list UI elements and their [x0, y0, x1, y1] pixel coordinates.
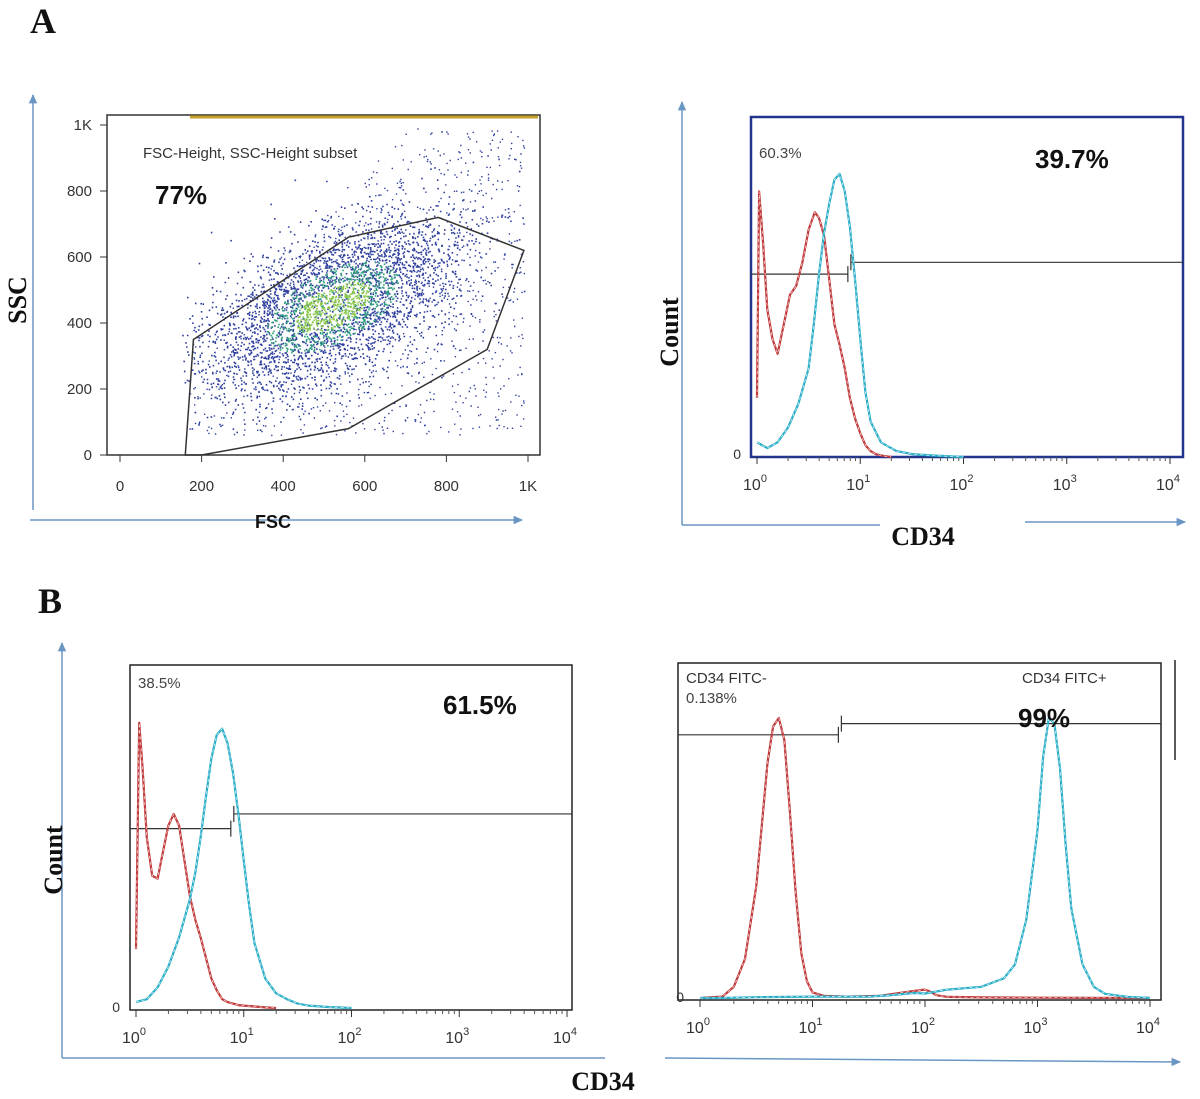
x-tick-label: 103 [1024, 1016, 1048, 1037]
x-tick-label: 104 [1156, 473, 1180, 494]
y-tick-label: 1K [74, 117, 92, 134]
x-tick-label: 101 [230, 1026, 254, 1047]
x-tick-label: 1K [519, 478, 537, 495]
gate-negative-percent: 60.3% [759, 145, 802, 162]
x-tick-label: 800 [434, 478, 459, 495]
x-axis-label: FSC [255, 512, 291, 532]
x-axis-label: CD34 [891, 522, 955, 551]
gate-negative-percent: 0.138% [686, 690, 737, 707]
y-tick-label: 400 [67, 315, 92, 332]
x-tick-label: 101 [799, 1016, 823, 1037]
gate-positive-percent: 99% [1018, 703, 1070, 733]
gate-percent: 77% [155, 180, 207, 210]
x-tick-label: 200 [189, 478, 214, 495]
y-tick-label: 800 [67, 183, 92, 200]
x-tick-label: 102 [338, 1026, 362, 1047]
gate-positive-percent: 39.7% [1035, 144, 1109, 174]
x-tick-label: 103 [445, 1026, 469, 1047]
y-axis-label: Count [655, 297, 684, 367]
histogram-b-cd34-right: 100 101 102 103 104 0 CD34 FITC- 0.138% CD34 … [664, 660, 1182, 1067]
series-highlight-cd34 [700, 717, 1151, 999]
series-line-control [699, 716, 1151, 1000]
x-tick-label: 104 [553, 1026, 577, 1047]
series-highlight-control [699, 717, 1151, 999]
series-line-cd34 [135, 727, 352, 1010]
x-tick-label: 100 [122, 1026, 146, 1047]
series-highlight-cd34 [756, 173, 964, 458]
plot-frame [106, 114, 541, 456]
x-tick-label: 400 [271, 478, 296, 495]
x-tick-label: 104 [1136, 1016, 1160, 1037]
histogram-b-cd34-left: 100 101 102 103 104 0 38.5% 61.5% Count [39, 641, 605, 1059]
x-axis-arrow-right [664, 1057, 1182, 1067]
y-tick-label: 0 [84, 447, 92, 464]
gate-negative-name: CD34 FITC- [686, 670, 767, 687]
x-tick-label: 600 [352, 478, 377, 495]
panel-label-a: A [30, 1, 56, 41]
y-axis-label: Count [39, 825, 68, 895]
scatter-points-high-density [296, 281, 370, 333]
y-tick-label: 600 [67, 249, 92, 266]
series-highlight-control [135, 722, 277, 1009]
x-tick-label: 102 [950, 473, 974, 494]
x-tick-label: 101 [846, 473, 870, 494]
subset-title: FSC-Height, SSC-Height subset [143, 145, 358, 162]
y-tick-label: 0 [676, 989, 684, 1005]
x-tick-label: 100 [686, 1016, 710, 1037]
series-line-cd34 [756, 172, 964, 459]
series-line-control [134, 721, 277, 1010]
x-tick-label: 102 [911, 1016, 935, 1037]
x-tick-label: 0 [116, 478, 124, 495]
panel-b-x-axis-label: CD34 [571, 1067, 635, 1096]
x-tick-label: 103 [1053, 473, 1077, 494]
y-tick-label: 0 [733, 446, 741, 462]
scatter-fsc-ssc: 0 200 400 600 800 1K 0 200 400 600 800 1K FSC-Heig… [3, 93, 541, 532]
panel-label-b: B [38, 581, 62, 621]
plot-frame [677, 662, 1162, 1001]
gate-negative-percent: 38.5% [138, 675, 181, 692]
histogram-a-cd34: 100 101 102 103 104 0 60.3% 39.7% Count CD34 [655, 100, 1187, 551]
series-highlight-control [756, 191, 892, 458]
plot-frame [749, 115, 1185, 459]
gate-positive-name: CD34 FITC+ [1022, 670, 1107, 687]
y-tick-label: 0 [112, 999, 120, 1015]
gate-positive-percent: 61.5% [443, 690, 517, 720]
x-tick-label: 100 [743, 473, 767, 494]
y-axis-label: SSC [3, 276, 32, 324]
scatter-points-low-density [182, 128, 526, 437]
gate-polygon [184, 216, 525, 456]
y-tick-label: 200 [67, 381, 92, 398]
